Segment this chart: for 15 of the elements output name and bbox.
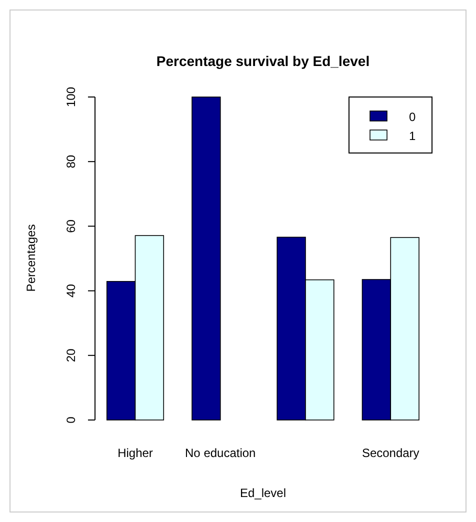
x-tick-label: Secondary xyxy=(362,446,420,460)
legend-label: 0 xyxy=(409,110,416,124)
legend-label: 1 xyxy=(409,129,416,143)
y-tick-label: 80 xyxy=(64,154,78,168)
chart-title: Percentage survival by Ed_level xyxy=(156,53,370,69)
y-tick-label: 60 xyxy=(64,219,78,233)
y-tick-label: 40 xyxy=(64,284,78,298)
y-tick-label: 0 xyxy=(64,416,78,424)
x-axis-title: Ed_level xyxy=(240,486,286,500)
y-axis-title: Percentages xyxy=(24,224,38,292)
x-tick-label: Higher xyxy=(118,446,153,460)
x-tick-label: No education xyxy=(185,446,256,460)
y-tick-label: 100 xyxy=(64,86,78,108)
bar xyxy=(192,96,221,420)
y-tick-label: 20 xyxy=(64,348,78,362)
